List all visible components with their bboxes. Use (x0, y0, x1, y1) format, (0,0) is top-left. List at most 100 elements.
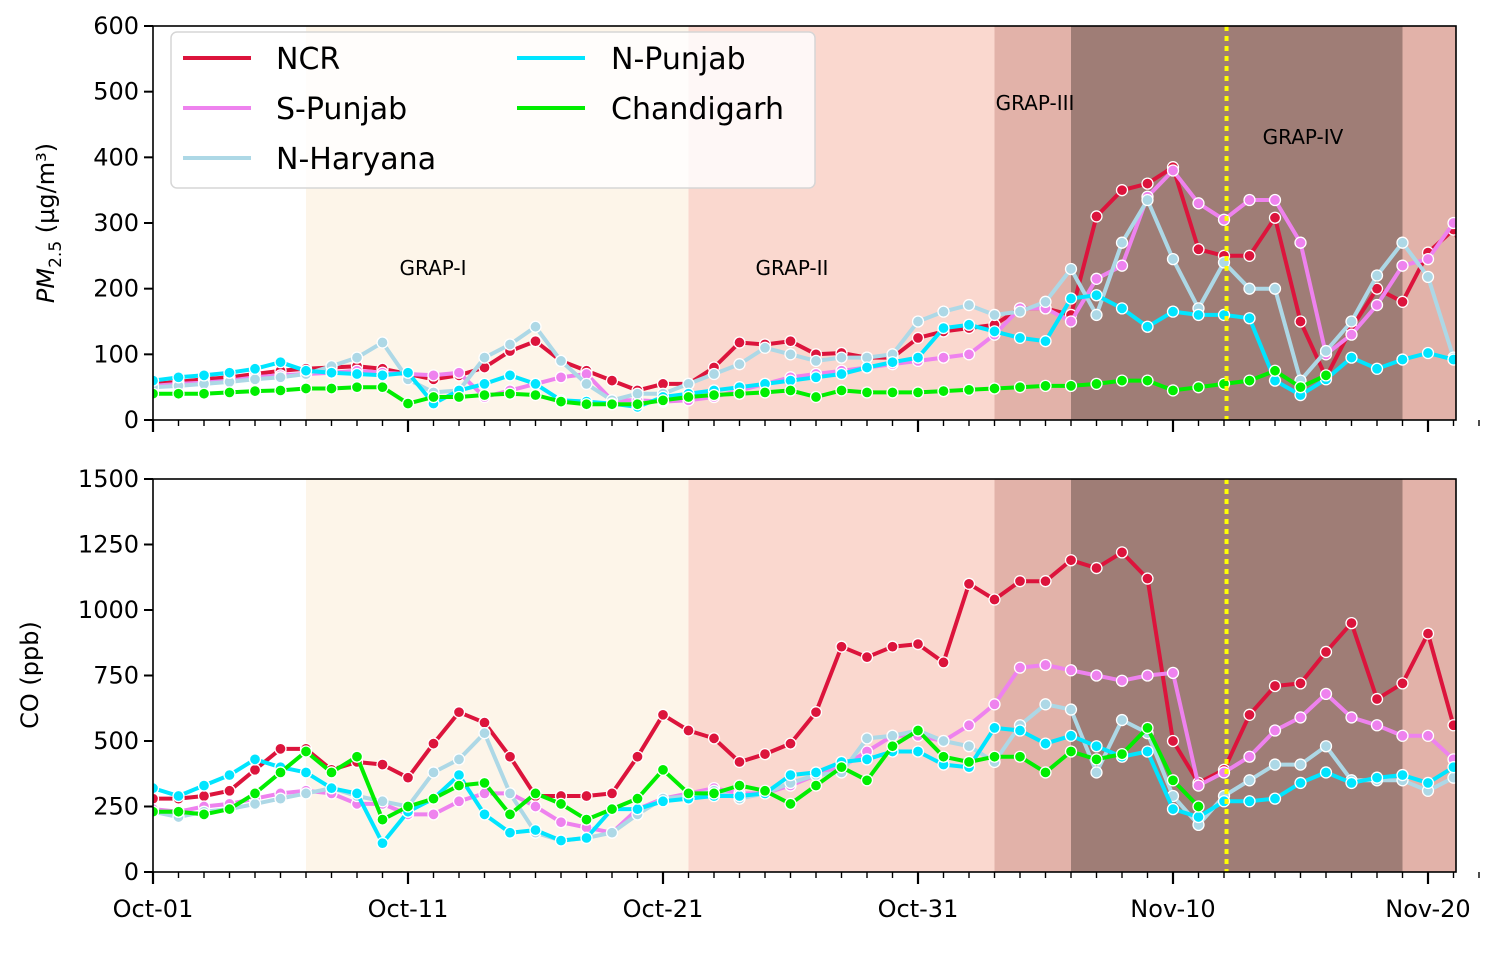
pm25-point-chandigarh (1319, 369, 1333, 382)
pm25-point-n-haryana (631, 387, 644, 400)
pm25-point-chandigarh (860, 386, 874, 399)
pm25-point-ncr (1192, 243, 1205, 256)
co-point-chandigarh (937, 750, 950, 763)
pm25-point-chandigarh (656, 394, 670, 407)
pm25-point-n-punjab (1141, 320, 1154, 333)
pm25-point-chandigarh (503, 387, 517, 400)
pm25-point-chandigarh (1090, 377, 1103, 391)
pm25-point-s-punjab (1243, 193, 1256, 207)
co-point-chandigarh (223, 802, 236, 816)
co-point-ncr (1141, 572, 1154, 585)
co-point-n-haryana (478, 726, 491, 740)
co-point-chandigarh (401, 800, 415, 813)
pm25-point-chandigarh (1064, 379, 1078, 393)
pm25-point-n-punjab (1166, 305, 1180, 318)
pm25-point-n-haryana (1345, 315, 1358, 328)
co-point-n-haryana (503, 787, 517, 800)
co-point-s-punjab (988, 698, 1001, 711)
co-y-tick-label: 250 (93, 793, 139, 821)
pm25-point-s-punjab (1421, 252, 1435, 266)
pm25-point-s-punjab (1192, 197, 1205, 210)
pm25-point-n-haryana (707, 367, 721, 381)
co-point-s-punjab (1141, 669, 1154, 682)
pm25-point-n-punjab (860, 361, 874, 374)
pm25-point-ncr (529, 335, 542, 348)
co-point-chandigarh (1090, 753, 1103, 766)
co-point-chandigarh (911, 724, 925, 737)
pm25-point-chandigarh (784, 384, 797, 397)
pm25-point-n-punjab (1064, 292, 1078, 305)
co-point-chandigarh (784, 797, 797, 811)
co-point-chandigarh (274, 766, 287, 779)
pm25-point-n-punjab (325, 366, 338, 379)
co-point-chandigarh (153, 805, 160, 818)
pm25-point-chandigarh (299, 382, 313, 395)
pm25-point-n-punjab (1090, 289, 1103, 302)
co-point-chandigarh (299, 745, 313, 758)
pm25-point-chandigarh (1243, 374, 1256, 387)
co-band-4 (1402, 479, 1456, 872)
co-point-ncr (758, 747, 772, 761)
co-point-ncr (1396, 677, 1409, 690)
co-point-chandigarh (1166, 774, 1180, 787)
pm25-point-n-punjab (299, 364, 313, 377)
co-point-ncr (1319, 645, 1333, 659)
pm25-point-chandigarh (605, 398, 619, 411)
co-point-ncr (911, 637, 925, 651)
co-point-ncr (478, 716, 491, 729)
co-point-ncr (937, 656, 950, 669)
pm25-point-n-punjab (248, 362, 262, 375)
pm25-point-ncr (1396, 295, 1409, 308)
co-point-n-haryana (452, 753, 466, 766)
pm25-y-ticks: 0 100 200 300 400 500 600 (93, 12, 153, 434)
pm25-y-tick-label: 600 (93, 12, 139, 40)
pm25-point-n-punjab (376, 369, 389, 382)
co-y-axis-label: CO (ppb) (16, 621, 44, 729)
pm25-point-chandigarh (631, 398, 644, 411)
pm25-point-chandigarh (529, 388, 542, 402)
co-y-tick-label: 750 (93, 662, 139, 690)
pm25-point-n-haryana (1421, 270, 1435, 283)
x-tick-label: Nov-10 (1130, 895, 1215, 923)
pm25-y-tick-label: 100 (93, 340, 139, 368)
co-point-ncr (988, 593, 1001, 606)
co-point-ncr (962, 577, 976, 590)
co-y-ticks: 0 250 500 750 1000 1250 1500 (78, 465, 153, 886)
co-point-s-punjab (1319, 687, 1333, 700)
co-point-s-punjab (1039, 658, 1052, 672)
grap-4-label: GRAP-IV (1263, 125, 1344, 149)
co-y-tick-label: 1500 (78, 465, 139, 493)
pm25-point-chandigarh (325, 382, 338, 395)
co-point-n-punjab (350, 787, 364, 800)
co-point-chandigarh (1064, 745, 1078, 758)
co-point-n-punjab (1396, 768, 1409, 782)
pm25-point-chandigarh (223, 386, 236, 399)
grap-3-label: GRAP-III (996, 91, 1075, 115)
co-point-n-punjab (1294, 776, 1307, 790)
pm25-point-chandigarh (682, 390, 695, 404)
co-band-1 (688, 479, 995, 872)
co-point-n-punjab (1064, 729, 1078, 742)
co-point-n-haryana (274, 792, 287, 805)
pm25-point-n-punjab (988, 325, 1001, 338)
co-point-chandigarh (503, 808, 517, 821)
pm25-point-chandigarh (1039, 379, 1052, 393)
pm25-point-chandigarh (1115, 374, 1129, 387)
pm25-point-n-punjab (1243, 312, 1256, 325)
co-point-n-haryana (299, 787, 313, 800)
pm25-point-chandigarh (962, 383, 976, 396)
pm25-point-chandigarh (580, 398, 593, 411)
pm25-point-chandigarh (376, 381, 389, 394)
co-point-n-punjab (325, 782, 338, 795)
co-point-ncr (153, 792, 160, 805)
pm25-point-chandigarh (1013, 381, 1027, 394)
co-point-n-punjab (1039, 737, 1052, 750)
pm25-point-n-haryana (1396, 236, 1409, 249)
pm25-point-n-punjab (1421, 346, 1435, 360)
co-point-n-haryana (962, 740, 976, 753)
pm25-series (153, 161, 1456, 414)
pm25-point-chandigarh (1268, 364, 1282, 377)
pm25-point-n-haryana (1064, 262, 1078, 276)
co-point-n-punjab (1370, 771, 1384, 784)
co-point-n-punjab (656, 795, 670, 808)
